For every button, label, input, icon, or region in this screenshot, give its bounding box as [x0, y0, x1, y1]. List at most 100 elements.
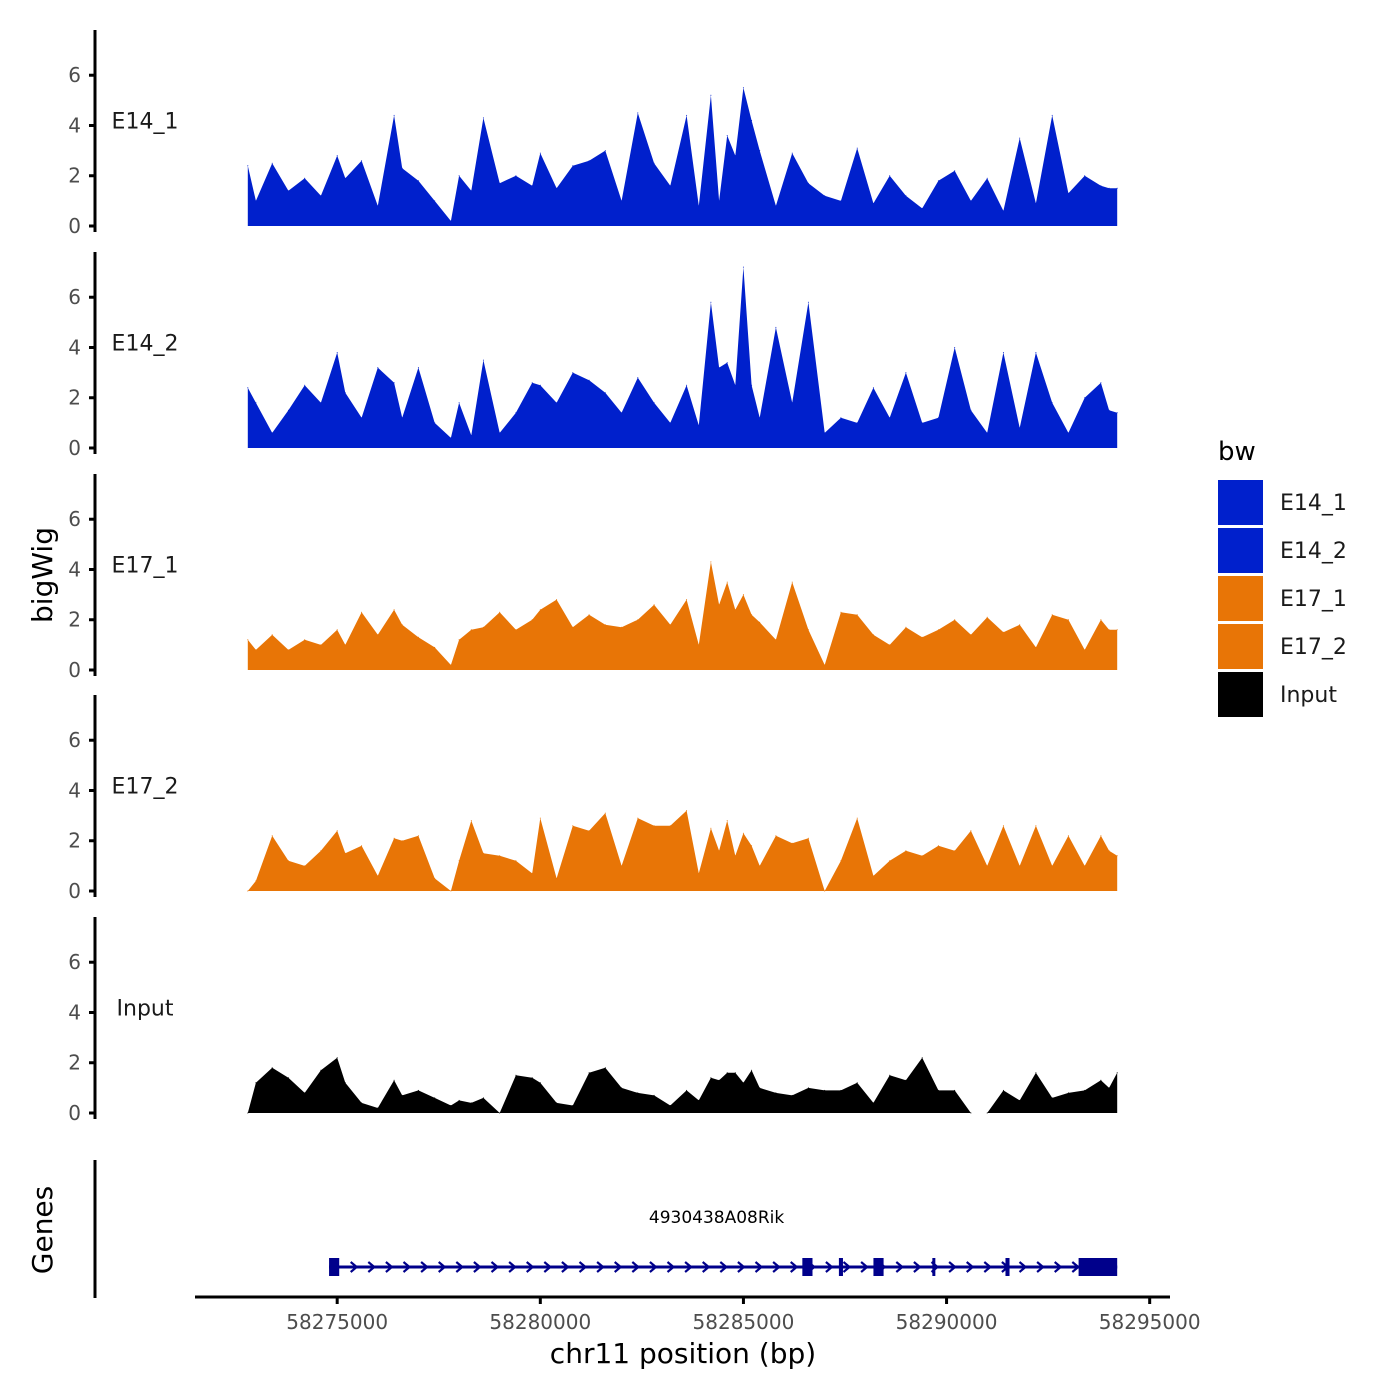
data-point-e14-1 [255, 200, 257, 202]
data-point-e17-1 [450, 664, 452, 666]
data-point-e14-1 [759, 150, 761, 152]
data-point-e17-1 [791, 581, 793, 583]
data-point-input [872, 1102, 874, 1104]
strand-arrow [825, 1261, 834, 1273]
data-point-e17-1 [401, 624, 403, 626]
genes-axis-title: Genes [26, 1186, 59, 1274]
data-point-e14-1 [499, 182, 501, 184]
data-point-e14-1 [905, 195, 907, 197]
legend-swatch-input [1218, 672, 1263, 717]
data-point-e17-2 [905, 850, 907, 852]
data-point-e17-2 [621, 865, 623, 867]
y-tick-label: 6 [68, 63, 81, 87]
data-point-input [434, 1097, 436, 1099]
data-point-e17-2 [588, 830, 590, 832]
x-tick-label: 58290000 [896, 1310, 998, 1334]
data-point-e17-1 [621, 626, 623, 628]
data-point-e14-1 [482, 117, 484, 119]
data-point-e14-2 [718, 367, 720, 369]
data-point-e14-1 [450, 220, 452, 222]
data-point-e17-2 [320, 850, 322, 852]
data-point-e17-1 [751, 614, 753, 616]
data-point-e17-1 [718, 604, 720, 606]
data-point-e17-2 [669, 825, 671, 827]
data-point-e14-1 [336, 155, 338, 157]
data-point-e17-1 [1067, 619, 1069, 621]
gene-exon [1078, 1258, 1118, 1276]
strand-arrow [349, 1261, 359, 1273]
data-point-e17-1 [759, 621, 761, 623]
strand-arrow [737, 1261, 746, 1273]
data-point-e17-2 [1067, 835, 1069, 837]
data-point-e17-1 [361, 611, 363, 613]
data-point-e17-2 [417, 835, 419, 837]
data-point-e14-1 [1002, 210, 1004, 212]
data-point-e14-1 [361, 160, 363, 162]
y-tick-label: 2 [68, 164, 81, 188]
data-point-input [1002, 1089, 1004, 1091]
data-point-e14-1 [1067, 192, 1069, 194]
data-point-e14-1 [791, 152, 793, 154]
data-point-e17-1 [840, 611, 842, 613]
data-point-e17-2 [791, 842, 793, 844]
data-point-e17-1 [531, 619, 533, 621]
data-point-e14-2 [970, 409, 972, 411]
data-point-e14-1 [1108, 187, 1110, 189]
data-point-e17-1 [458, 639, 460, 641]
strand-arrow [1053, 1261, 1063, 1273]
data-point-e17-2 [734, 855, 736, 857]
data-point-input [698, 1099, 700, 1101]
data-point-e14-2 [287, 409, 289, 411]
data-point-e17-1 [287, 649, 289, 651]
data-point-e17-1 [1002, 631, 1004, 633]
data-point-input [1100, 1079, 1102, 1081]
data-point-e14-2 [344, 392, 346, 394]
data-point-e17-2 [686, 810, 688, 812]
data-point-e14-2 [791, 402, 793, 404]
data-point-input [1019, 1099, 1021, 1101]
strand-arrow [543, 1261, 553, 1273]
data-point-e14-2 [1100, 382, 1102, 384]
data-point-e17-2 [482, 852, 484, 854]
data-point-e14-1 [417, 180, 419, 182]
data-point-e14-1 [889, 175, 891, 177]
data-point-e14-1 [637, 112, 639, 114]
strand-arrow [701, 1261, 711, 1273]
strand-arrow [473, 1261, 482, 1273]
data-point-e14-1 [734, 155, 736, 157]
legend-label-e17-1: E17_1 [1280, 587, 1347, 612]
strand-arrow [895, 1261, 905, 1273]
data-point-e17-2 [515, 860, 517, 862]
x-tick-label: 58275000 [286, 1310, 388, 1334]
y-tick-label: 2 [68, 386, 81, 410]
data-point-e14-2 [669, 422, 671, 424]
data-point-e14-1 [344, 177, 346, 179]
y-tick-label: 0 [68, 214, 81, 238]
data-point-e14-2 [499, 432, 501, 434]
data-point-input [287, 1077, 289, 1079]
y-tick-label: 0 [68, 658, 81, 682]
data-point-e14-1 [669, 185, 671, 187]
data-point-e17-1 [1108, 629, 1110, 631]
data-point-e17-1 [255, 649, 257, 651]
data-point-e17-2 [247, 890, 249, 892]
data-point-e14-2 [255, 402, 257, 404]
data-point-e14-2 [539, 384, 541, 386]
data-point-e17-1 [247, 639, 249, 641]
data-point-e17-1 [1084, 649, 1086, 651]
legend-title: bw [1218, 437, 1256, 467]
data-point-e17-1 [499, 611, 501, 613]
y-tick-label: 6 [68, 728, 81, 752]
data-point-e14-2 [417, 367, 419, 369]
y-tick-label: 0 [68, 879, 81, 903]
data-point-e14-2 [1108, 409, 1110, 411]
strand-arrow [578, 1261, 588, 1273]
strand-arrow [719, 1261, 729, 1273]
data-point-e14-1 [775, 205, 777, 207]
data-point-e14-1 [572, 165, 574, 167]
data-point-e17-1 [482, 626, 484, 628]
x-tick-label: 58280000 [489, 1310, 591, 1334]
gene-exon [802, 1258, 813, 1276]
data-point-e14-2 [401, 417, 403, 419]
data-point-e14-2 [954, 347, 956, 348]
